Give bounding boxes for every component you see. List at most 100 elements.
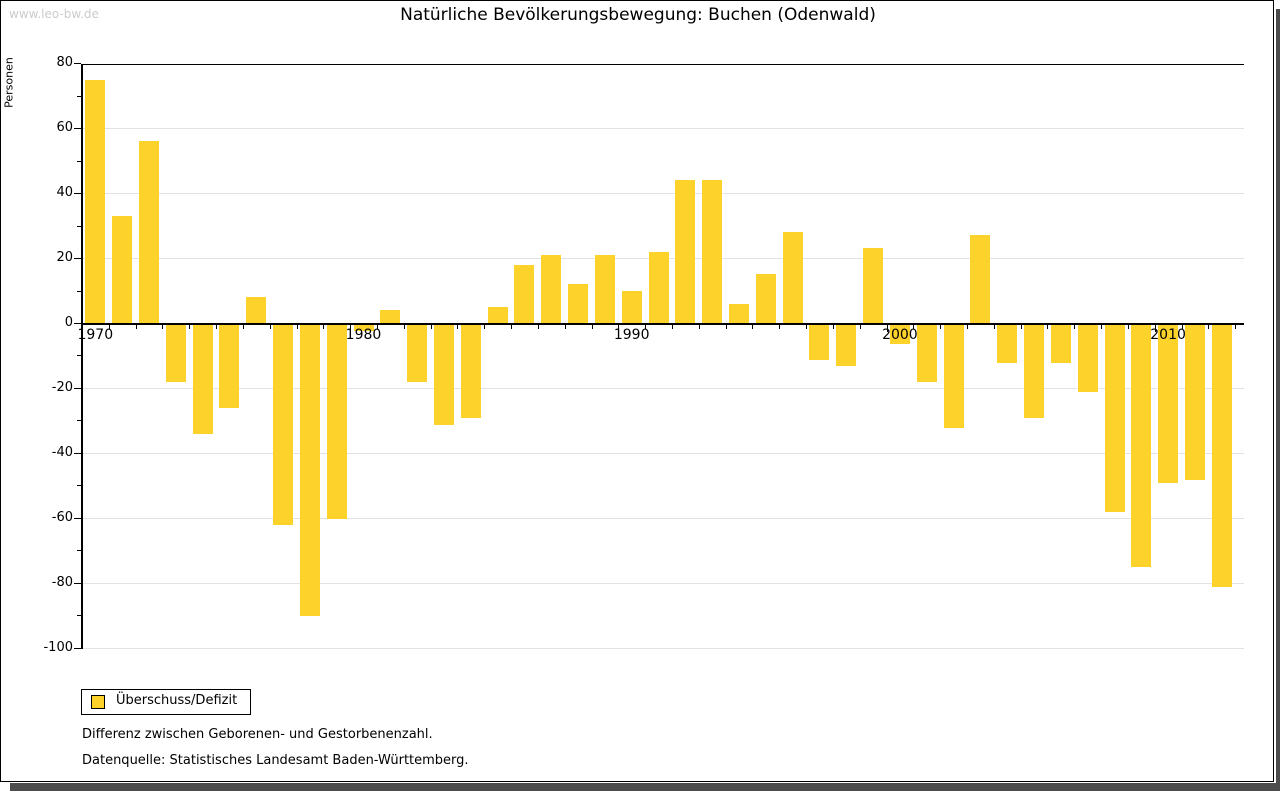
x-tick-26 <box>779 325 781 329</box>
x-tick-9 <box>323 325 325 329</box>
y-tick--70 <box>77 550 81 551</box>
bar-1983 <box>434 324 454 425</box>
x-tick-38 <box>1101 325 1103 329</box>
x-tick-label-1970: 1970 <box>77 327 114 343</box>
x-tick-20 <box>618 325 620 332</box>
bar-1980 <box>353 324 374 331</box>
x-tick-0 <box>81 325 83 332</box>
bar-1977 <box>273 324 293 526</box>
bar-1971 <box>112 215 133 323</box>
bar-2003 <box>970 235 991 323</box>
bar-1973 <box>165 324 186 383</box>
y-tick-60 <box>74 128 81 129</box>
bar-1997 <box>809 324 830 360</box>
x-tick-36 <box>1047 325 1049 329</box>
bar-1988 <box>568 284 589 323</box>
x-tick-18 <box>564 325 566 329</box>
x-tick-6 <box>242 325 244 329</box>
bar-1996 <box>782 232 803 323</box>
x-tick-41 <box>1181 325 1183 329</box>
gridline-y60 <box>81 128 1244 129</box>
y-tick-10 <box>77 291 81 292</box>
x-tick-31 <box>913 325 915 329</box>
bar-1999 <box>863 248 884 323</box>
x-tick-37 <box>1074 325 1076 329</box>
bar-1984 <box>460 324 481 419</box>
x-tick-27 <box>806 325 807 329</box>
x-tick-label-2010: 2010 <box>1150 327 1186 343</box>
bar-1986 <box>514 264 535 323</box>
bar-2012 <box>1211 324 1232 587</box>
x-tick-15 <box>484 325 486 329</box>
watermark: www.leo-bw.de <box>9 7 99 21</box>
bar-1974 <box>192 324 213 435</box>
x-tick-25 <box>752 325 754 329</box>
bar-1979 <box>326 324 347 519</box>
gridline-y-60 <box>81 518 1244 519</box>
bar-1970 <box>85 79 106 323</box>
bar-2008 <box>1104 324 1125 513</box>
x-tick-label-1980: 1980 <box>345 327 382 343</box>
y-tick--30 <box>77 420 81 421</box>
footnote-definition: Differenz zwischen Geborenen- und Gestor… <box>82 727 433 742</box>
y-tick-label--80: -80 <box>51 575 73 590</box>
x-tick-28 <box>832 325 834 329</box>
y-tick-80 <box>74 63 81 64</box>
gridline-y-40 <box>81 453 1244 454</box>
bar-2010 <box>1158 324 1179 484</box>
gridline-y-100 <box>81 648 1244 649</box>
x-tick-5 <box>216 325 217 329</box>
y-tick-label--100: -100 <box>43 640 73 655</box>
x-tick-33 <box>967 325 968 329</box>
bar-1990 <box>621 290 642 323</box>
y-tick-label--60: -60 <box>51 510 73 525</box>
bar-1976 <box>246 297 267 323</box>
x-tick-label-1990: 1990 <box>613 327 650 343</box>
y-tick-40 <box>74 193 81 194</box>
y-tick--90 <box>77 615 81 616</box>
bar-1993 <box>702 180 723 323</box>
y-tick--20 <box>74 388 81 389</box>
x-tick-11 <box>376 325 378 329</box>
x-tick-43 <box>1235 325 1237 329</box>
y-tick-label--20: -20 <box>51 380 73 395</box>
x-tick-14 <box>457 325 459 329</box>
x-tick-10 <box>350 325 352 332</box>
bar-2006 <box>1050 324 1071 363</box>
bar-1975 <box>219 324 240 409</box>
y-axis-line <box>81 64 83 649</box>
x-tick-4 <box>189 325 191 329</box>
x-tick-17 <box>537 325 539 329</box>
legend-label: Überschuss/Defizit <box>116 693 238 708</box>
footnote-datasource: Datenquelle: Statistisches Landesamt Bad… <box>82 753 469 768</box>
plot-top-border <box>81 64 1244 65</box>
y-tick-30 <box>77 226 81 227</box>
x-tick-19 <box>591 325 593 329</box>
bar-2009 <box>1131 324 1152 568</box>
bar-1982 <box>407 324 428 383</box>
x-tick-label-2000: 2000 <box>882 327 918 343</box>
bar-1972 <box>138 141 159 323</box>
gridline-y40 <box>81 193 1244 194</box>
y-tick-label-0: 0 <box>64 315 73 330</box>
gridline-y-80 <box>81 583 1244 584</box>
bar-2004 <box>997 324 1018 363</box>
legend: Überschuss/Defizit <box>81 689 251 715</box>
bar-1985 <box>487 306 508 323</box>
x-tick-32 <box>940 325 942 329</box>
bar-2005 <box>1024 324 1044 419</box>
y-tick-label-40: 40 <box>56 185 73 200</box>
x-tick-24 <box>725 325 727 329</box>
bar-1981 <box>380 310 401 323</box>
bar-1989 <box>594 254 615 323</box>
bar-1987 <box>541 254 562 323</box>
bar-1995 <box>755 274 776 323</box>
y-tick-50 <box>77 161 81 162</box>
y-tick-20 <box>74 258 81 259</box>
x-tick-35 <box>1020 325 1022 329</box>
bar-2000 <box>889 324 910 344</box>
y-tick--40 <box>74 453 81 454</box>
chart-title: Natürliche Bevölkerungsbewegung: Buchen … <box>400 5 876 25</box>
x-tick-13 <box>430 325 432 329</box>
